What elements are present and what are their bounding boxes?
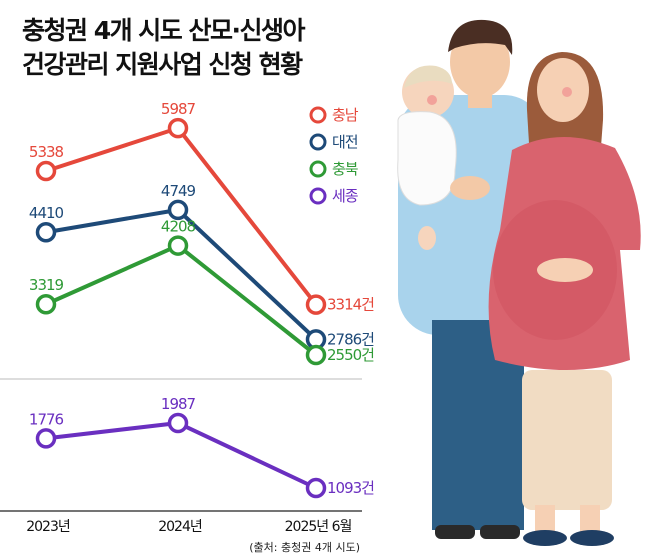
- data-label: 2550건: [327, 346, 374, 364]
- data-label: 4410: [29, 204, 64, 222]
- data-point: [305, 344, 327, 366]
- legend-item-충북: 충북: [309, 160, 359, 178]
- data-point: [167, 117, 189, 139]
- legend-marker: [309, 133, 327, 151]
- series-충북: 3319 4208 2550건: [29, 218, 375, 366]
- x-tick-label: 2025년 6월: [285, 519, 352, 535]
- legend-label: 세종: [332, 187, 358, 205]
- data-label: 1093건: [327, 479, 374, 497]
- source-note: (출처: 충청권 4개 시도): [249, 541, 360, 554]
- x-tick-label: 2023년: [26, 519, 70, 535]
- legend-item-충남: 충남: [309, 106, 360, 124]
- series-대전: 4410 4749 2786건: [29, 182, 375, 350]
- data-point: [167, 412, 189, 434]
- x-tick-label: 2024년: [158, 519, 202, 535]
- data-label: 4208: [161, 218, 196, 236]
- data-point: [35, 428, 57, 449]
- data-label: 3319: [29, 276, 64, 294]
- data-point: [35, 221, 57, 243]
- data-label: 4749: [161, 182, 196, 200]
- legend-marker: [309, 160, 327, 178]
- data-point: [167, 235, 189, 256]
- data-label: 5987: [161, 100, 196, 118]
- title-line-1: 충청권 4개 시도 산모·신생아: [22, 16, 306, 45]
- legend-label: 충남: [332, 106, 359, 124]
- data-point: [305, 294, 327, 315]
- title-line-2: 건강관리 지원사업 신청 현황: [22, 50, 303, 79]
- data-label: 1776: [29, 410, 64, 428]
- chart-title: 충청권 4개 시도 산모·신생아 건강관리 지원사업 신청 현황: [22, 14, 306, 82]
- legend-label: 충북: [332, 160, 358, 178]
- legend-item-대전: 대전: [309, 133, 359, 151]
- series-세종: 1776 1987 1093건: [29, 395, 375, 499]
- data-label: 2786건: [327, 330, 374, 348]
- series-충남: 5338 5987 3314건: [29, 100, 375, 315]
- legend-label: 대전: [332, 133, 358, 151]
- data-point: [35, 160, 57, 182]
- data-point: [167, 199, 189, 221]
- legend-marker: [309, 106, 327, 124]
- data-label: 3314건: [327, 296, 374, 314]
- data-point: [305, 477, 327, 499]
- legend-marker: [309, 187, 327, 205]
- legend-item-세종: 세종: [309, 187, 359, 205]
- data-label: 5338: [29, 143, 64, 161]
- data-point: [35, 293, 57, 315]
- baby-figure: [397, 65, 490, 250]
- mother-figure: [488, 52, 641, 546]
- data-label: 1987: [161, 395, 196, 413]
